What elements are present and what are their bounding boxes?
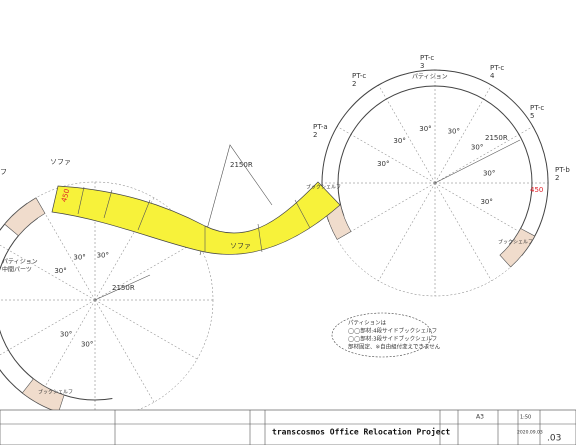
partition-number: 2 [313, 131, 317, 139]
partition-middle: パティション [2, 259, 38, 266]
date: 2020.09.03 [517, 430, 543, 436]
note-line: パティションは [348, 320, 387, 327]
partition-middle: 中間パーツ [2, 266, 32, 274]
scale: 1:50 [520, 415, 531, 421]
bookshelf-label: ブックシェルフ [306, 184, 341, 191]
angle-label: 30° [81, 340, 93, 348]
radial-guide [435, 85, 492, 183]
paper-size: A3 [476, 414, 484, 421]
radial-guide [0, 300, 95, 359]
partition-ring [0, 218, 112, 400]
radius-label: 2150R [485, 134, 508, 142]
angle-label: 30° [73, 254, 85, 262]
radial-guide [337, 183, 435, 240]
partition-code: PT-c [530, 104, 544, 112]
bookshelf-label: ブックシェルフ [498, 239, 533, 246]
angle-label: 30° [483, 169, 495, 177]
partition-code: PT-c [352, 72, 366, 80]
cut-label: フ [0, 168, 7, 176]
sofa-label: ソファ [230, 242, 251, 250]
note-line: 部材固定、※自由組付変えできません [348, 343, 441, 351]
radius-label: 2150R [230, 161, 253, 169]
radial-guide [379, 183, 436, 281]
radial-guide [337, 127, 435, 184]
sofa-label: ソファ [50, 158, 71, 166]
radial-guide [95, 241, 197, 300]
partition-number: 5 [530, 112, 534, 120]
angle-label: 30° [471, 144, 483, 152]
partition-ring [0, 203, 115, 418]
bookshelf-block [500, 229, 535, 267]
radius-label: 2150R [112, 284, 135, 292]
partition-number: 4 [490, 72, 495, 80]
radial-guide [435, 183, 533, 240]
partition-number: 2 [352, 80, 356, 88]
project-title: transcosmos Office Relocation Project [272, 427, 450, 437]
drawing: ソファ ソファ 2150R 2150R 2150R 450 450 30°30°… [0, 0, 576, 445]
note-line: ◯◯部材:3段サイドブックシェルフ [348, 335, 437, 343]
angle-label: 30° [97, 252, 109, 260]
angle-label: 30° [419, 125, 431, 133]
angle-label: 30° [377, 160, 389, 168]
angle-label: 30° [480, 198, 492, 206]
dimension-label: 450 [530, 186, 543, 194]
angle-label: 30° [448, 127, 460, 135]
angle-label: 30° [54, 267, 66, 275]
partition-code: PT-b [555, 166, 570, 174]
radial-guide [95, 300, 154, 402]
partition-code: PT-a [313, 123, 328, 131]
sheet-number: .03 [547, 434, 561, 444]
angle-label: 30° [60, 330, 72, 338]
partition-code: PT-c [420, 54, 434, 62]
partition-number: 3 [420, 62, 424, 70]
radial-guide [95, 300, 197, 359]
radial-guide [379, 85, 436, 183]
partition-label: パティション [412, 74, 448, 81]
partition-code: PT-c [490, 64, 504, 72]
partition-number: 2 [555, 174, 559, 182]
bookshelf-block [22, 379, 64, 412]
bookshelf-label: ブックシェルフ [38, 389, 73, 396]
note-line: ◯◯部材:4段サイドブックシェルフ [348, 327, 437, 335]
angle-label: 30° [393, 137, 405, 145]
